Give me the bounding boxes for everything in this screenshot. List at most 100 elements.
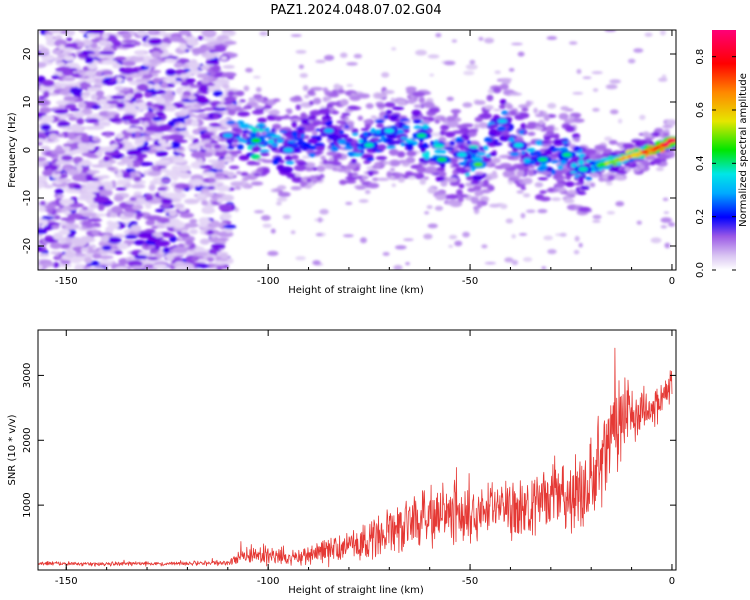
spectrogram-cell — [577, 159, 585, 166]
spectrogram-y-ticks: -20 -10 0 10 20 — [22, 48, 676, 254]
spectrogram-x-tick-label: -100 — [257, 276, 280, 287]
spectrogram-cell — [481, 244, 488, 249]
spectrogram-cell — [114, 56, 127, 61]
spectrogram-cell — [91, 229, 99, 236]
spectrogram-cell — [525, 100, 532, 107]
spectrogram-cell — [182, 63, 189, 69]
spectrogram-cell — [442, 131, 449, 135]
spectrogram-cell — [203, 107, 216, 111]
spectrogram-cell — [355, 186, 366, 190]
spectrogram-cell — [157, 187, 168, 191]
spectrogram-cell — [536, 166, 547, 172]
spectrogram-cell — [302, 147, 309, 151]
spectrogram-cell — [312, 120, 323, 126]
spectrogram-cell — [511, 234, 516, 239]
spectrogram-cell — [88, 203, 100, 209]
spectrogram-cell — [118, 67, 125, 72]
spectrogram-cell — [137, 231, 153, 239]
spectrogram-cell — [573, 182, 584, 186]
spectrogram-cell — [400, 136, 407, 140]
spectrogram-cell — [106, 100, 120, 105]
spectrogram-cell — [484, 105, 494, 110]
spectrogram-cell — [551, 169, 557, 175]
snr-y-label: SNR (10 * v/v) — [7, 414, 18, 485]
spectrogram-cell — [592, 219, 601, 223]
spectrogram-cell — [125, 199, 139, 205]
spectrogram-cell — [365, 103, 374, 109]
spectrogram-cell — [162, 78, 176, 82]
spectrogram-cell — [440, 180, 448, 187]
spectrogram-cell — [200, 79, 211, 84]
spectrogram-cell — [509, 92, 522, 96]
spectrogram-cell — [387, 142, 395, 146]
spectrogram-cell — [543, 114, 550, 122]
spectrogram-cell — [370, 137, 379, 142]
spectrogram-cell — [203, 143, 213, 149]
spectrogram-cell — [59, 244, 71, 249]
spectrogram-cell — [266, 99, 275, 106]
spectrogram-cell — [164, 58, 175, 63]
spectrogram-cell — [534, 113, 546, 118]
spectrogram-cell — [347, 172, 353, 178]
spectrogram-cell — [126, 76, 134, 82]
spectrogram-cell — [166, 105, 177, 112]
spectrogram-cell — [407, 98, 416, 104]
spectrogram-cell — [572, 118, 585, 123]
spectrogram-cell — [608, 140, 618, 145]
spectrogram-cell — [99, 189, 113, 197]
spectrogram-cell — [426, 205, 433, 210]
spectrogram-cell — [187, 70, 202, 75]
spectrogram-cell — [84, 70, 97, 77]
spectrogram-cell — [103, 183, 114, 191]
spectrogram-cell — [170, 80, 182, 85]
spectrogram-cell — [59, 237, 67, 245]
spectrogram-cell — [382, 90, 395, 95]
spectrogram-cell — [470, 180, 480, 185]
spectrogram-cell — [248, 97, 257, 103]
spectrogram-cell — [173, 221, 186, 229]
spectrogram-cell — [305, 167, 314, 172]
spectrogram-cell — [217, 103, 225, 108]
spectrogram-cell — [408, 172, 420, 177]
spectrogram-cell — [363, 131, 368, 138]
spectrogram-cell — [323, 128, 334, 134]
spectrogram-cell — [396, 99, 407, 106]
spectrogram-cell — [38, 138, 45, 143]
spectrogram-cell — [474, 116, 483, 123]
spectrogram-cell — [632, 167, 641, 173]
spectrogram-cell — [339, 99, 349, 106]
spectrogram-cell — [520, 186, 527, 191]
spectrogram-cell — [165, 90, 174, 94]
spectrogram-cell — [146, 215, 162, 221]
spectrogram-cell — [107, 166, 116, 171]
spectrogram-cell — [483, 37, 495, 44]
spectrogram-cell — [294, 137, 305, 141]
spectrogram-cell — [105, 53, 115, 60]
spectrogram-cell — [95, 70, 103, 77]
spectrogram-cell — [79, 194, 93, 200]
spectrogram-cell — [154, 240, 171, 247]
spectrogram-cell — [450, 149, 455, 155]
spectrogram-cell — [222, 133, 233, 139]
spectrogram-cell — [230, 143, 239, 147]
spectrogram-cell — [388, 159, 401, 167]
spectrogram-cell — [296, 161, 308, 166]
spectrogram-cell — [78, 30, 87, 33]
spectrogram-cell — [210, 220, 221, 228]
spectrogram-cell — [101, 59, 118, 65]
spectrogram-cell — [412, 91, 426, 97]
spectrogram-cell — [332, 137, 340, 143]
spectrogram-cell — [54, 108, 69, 115]
spectrogram-cell — [351, 158, 357, 164]
spectrogram-cell — [589, 182, 596, 188]
spectrogram-cell — [527, 164, 536, 169]
spectrogram-cell — [94, 82, 106, 87]
spectrogram-cell — [508, 176, 519, 182]
spectrogram-cell — [92, 253, 102, 259]
spectrogram-cell — [405, 156, 416, 164]
spectrogram-cell — [238, 154, 250, 161]
spectrogram-cell — [104, 77, 112, 81]
spectrogram-cell — [321, 120, 326, 126]
spectrogram-cell — [229, 165, 240, 170]
spectrogram-cell — [315, 233, 323, 237]
